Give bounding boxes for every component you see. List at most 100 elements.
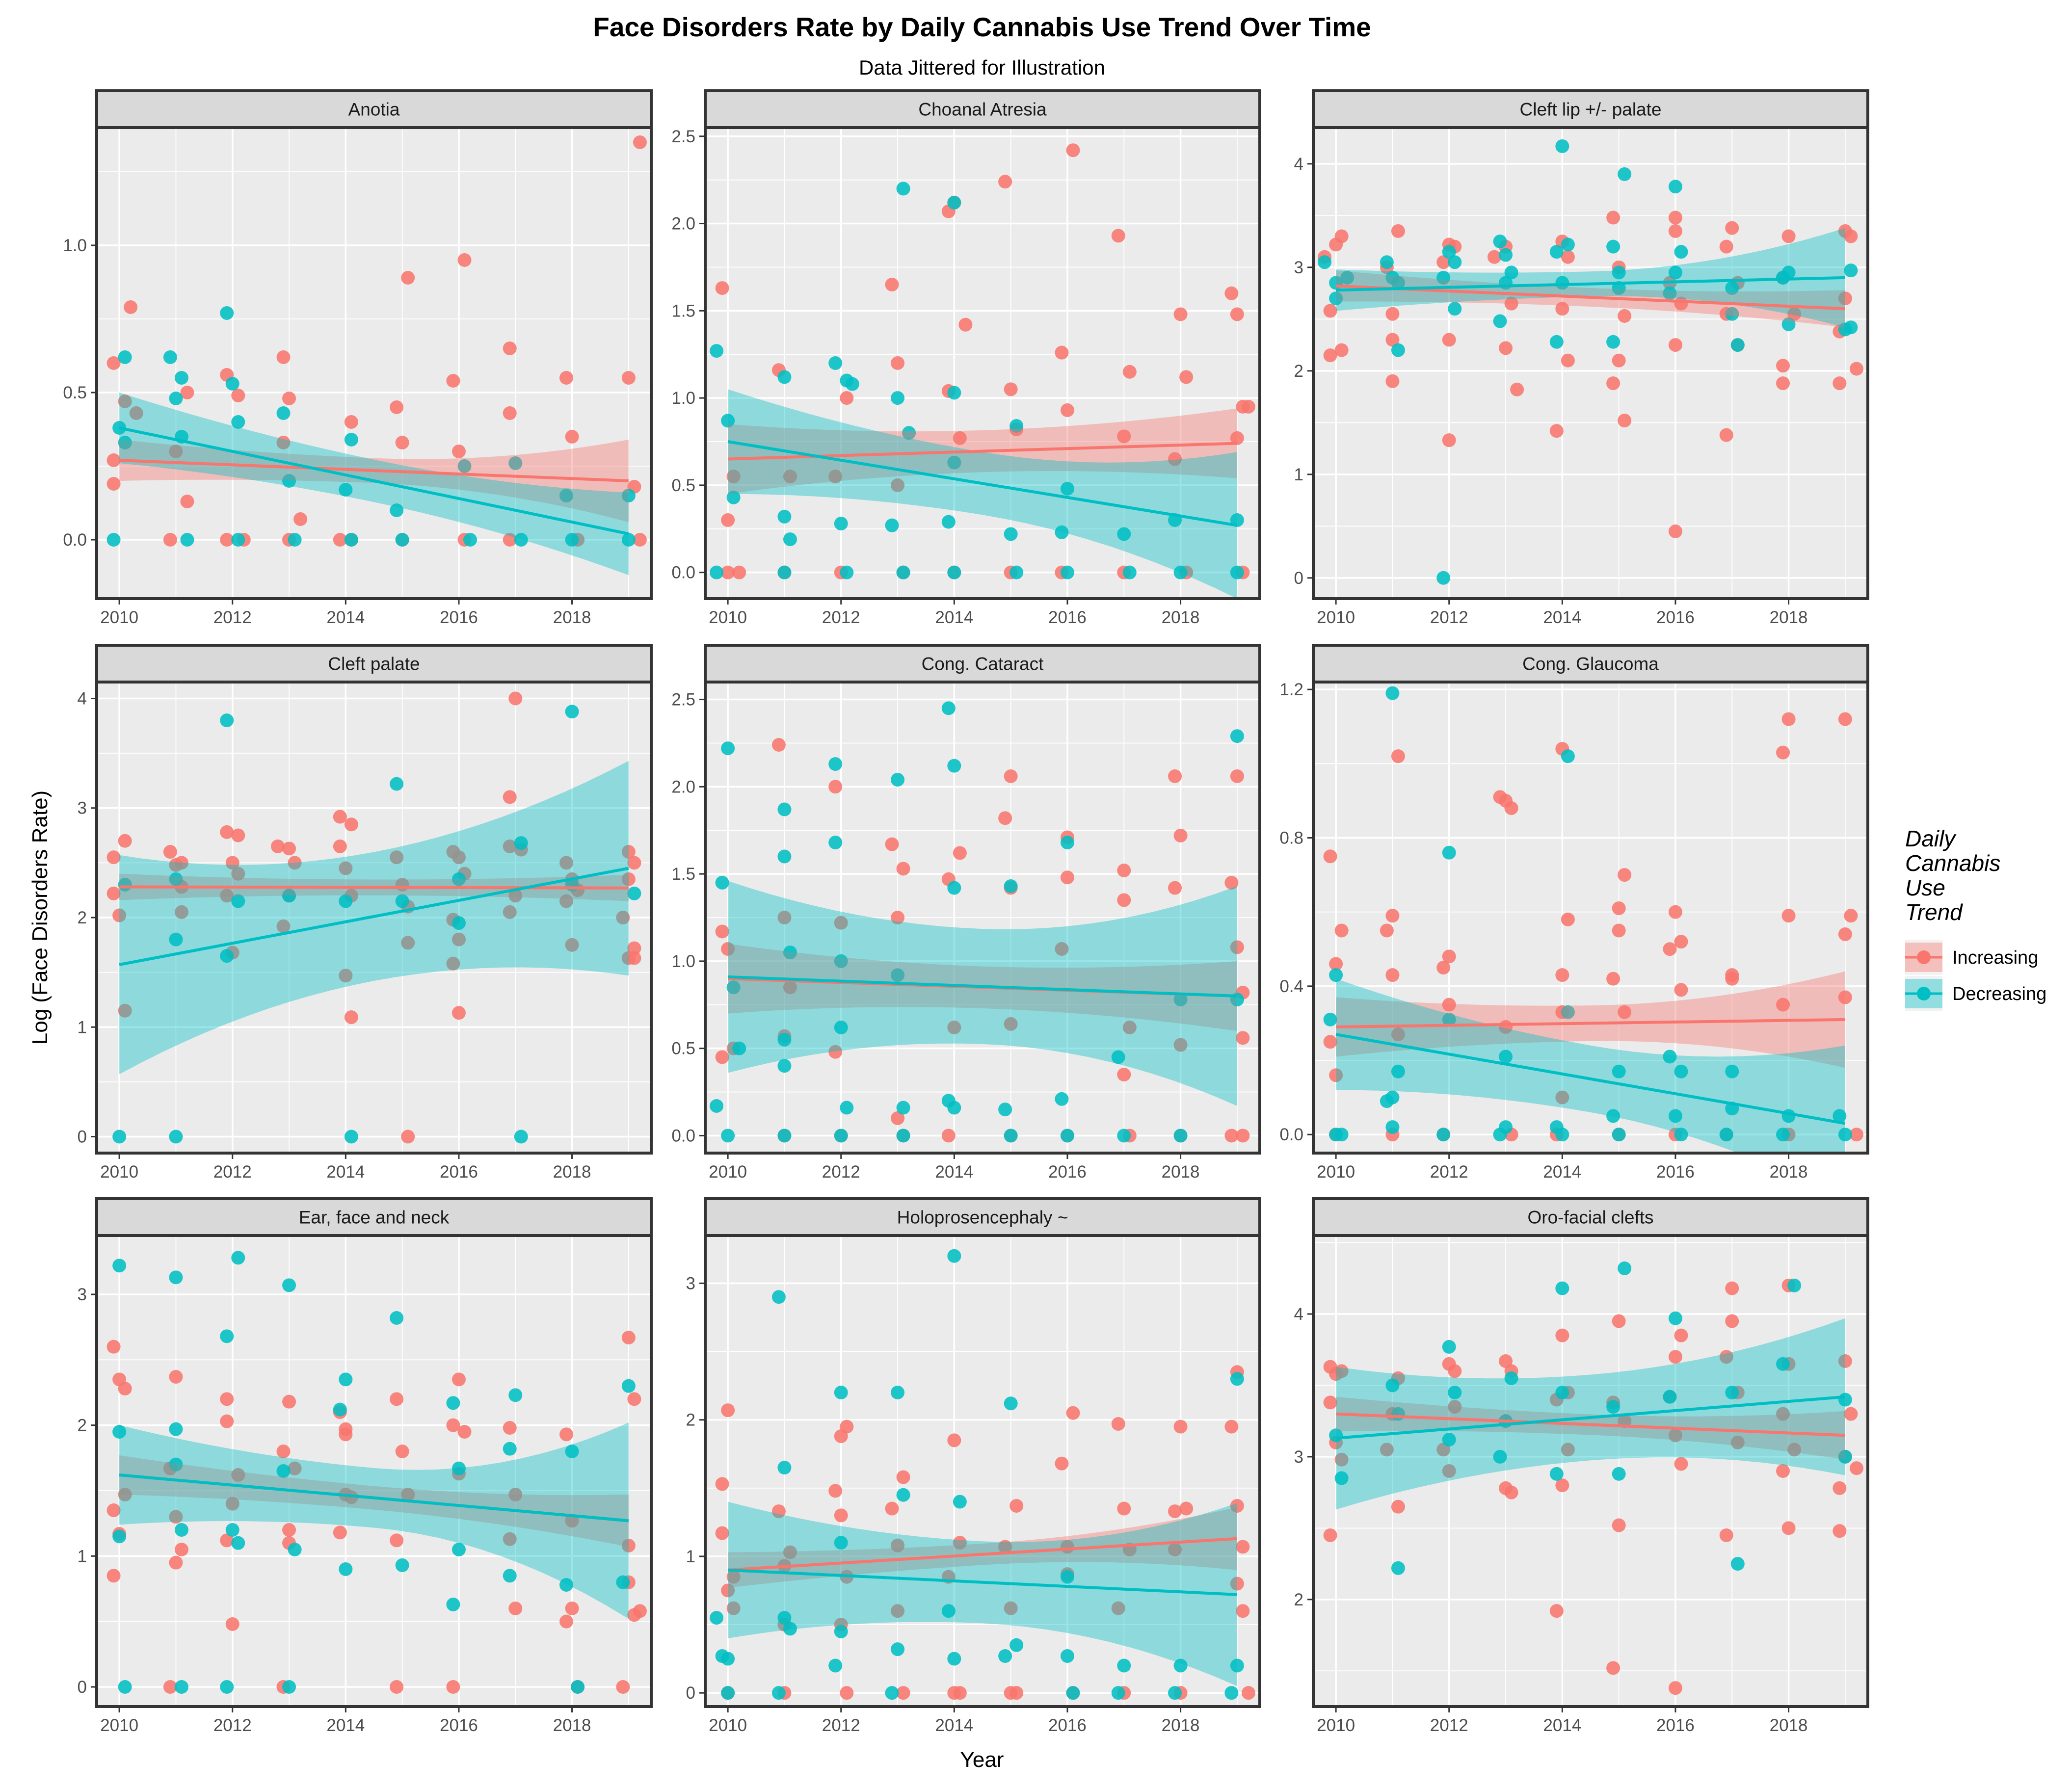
y-tick-label: 0.0: [63, 530, 87, 550]
data-point-increasing: [1224, 875, 1239, 890]
data-point-decreasing: [1442, 845, 1456, 860]
data-point-increasing: [1173, 828, 1188, 842]
data-point-increasing: [891, 1111, 905, 1125]
data-point-increasing: [1719, 239, 1733, 254]
x-tick-label: 2014: [326, 608, 365, 627]
data-point-decreasing: [891, 773, 905, 787]
data-point-increasing: [896, 1686, 910, 1700]
data-point-increasing: [834, 1429, 848, 1444]
data-point-increasing: [621, 1539, 636, 1552]
y-tick-label: 0.5: [671, 476, 695, 495]
x-tick-label: 2014: [326, 1162, 365, 1182]
data-point-decreasing: [1385, 1090, 1400, 1104]
data-point-increasing: [452, 1006, 466, 1020]
data-point-increasing: [1618, 1005, 1632, 1019]
data-point-increasing: [1561, 1443, 1575, 1457]
y-tick-label: 4: [78, 689, 87, 708]
data-point-decreasing: [1448, 302, 1462, 316]
data-point-increasing: [1725, 221, 1739, 235]
data-point-decreasing: [1618, 1261, 1632, 1275]
data-point-decreasing: [1060, 836, 1074, 850]
data-point-increasing: [891, 911, 905, 924]
data-point-decreasing: [1111, 1050, 1125, 1064]
data-point-increasing: [1674, 935, 1688, 949]
data-point-increasing: [225, 1497, 239, 1511]
data-point-increasing: [885, 837, 899, 851]
data-point-decreasing: [1730, 1557, 1745, 1571]
data-point-decreasing: [276, 406, 291, 420]
data-point-decreasing: [463, 533, 478, 547]
data-point-increasing: [771, 1504, 786, 1519]
data-point-increasing: [1117, 1068, 1131, 1081]
data-point-decreasing: [1009, 419, 1024, 433]
data-point-increasing: [282, 1394, 296, 1409]
y-tick-label: 1: [686, 1547, 695, 1566]
y-tick-label: 4: [1294, 155, 1303, 174]
data-point-decreasing: [891, 1642, 905, 1657]
facet-panel: Cleft lip +/- palate 0 1 2 3 4 2010 2012 2014 201…: [1294, 89, 1869, 627]
data-point-increasing: [1391, 1499, 1405, 1514]
data-point-increasing: [1334, 343, 1349, 357]
data-point-decreasing: [118, 436, 132, 449]
data-point-increasing: [1230, 940, 1244, 954]
panel-border: [95, 126, 653, 600]
facet-strip-label: Cong. Cataract: [922, 654, 1044, 674]
data-point-decreasing: [112, 1259, 127, 1273]
data-point-increasing: [896, 1470, 910, 1484]
data-point-increasing: [106, 453, 121, 467]
data-point-decreasing: [710, 565, 724, 579]
data-point-decreasing: [1117, 1658, 1131, 1673]
data-point-decreasing: [1385, 1120, 1400, 1134]
y-tick-label: 2: [78, 1416, 87, 1435]
data-point-decreasing: [947, 759, 961, 773]
confidence-band-increasing: [1336, 1396, 1845, 1460]
data-point-increasing: [1066, 143, 1080, 158]
data-point-increasing: [1499, 1354, 1513, 1368]
data-point-decreasing: [1555, 1128, 1569, 1142]
data-point-decreasing: [777, 1611, 792, 1625]
data-point-decreasing: [1493, 1128, 1507, 1142]
data-point-increasing: [998, 1540, 1012, 1554]
legend-title-line: Daily: [1905, 826, 1957, 851]
data-point-decreasing: [777, 1129, 792, 1143]
data-point-increasing: [1606, 376, 1620, 391]
panel-background: [97, 1236, 651, 1707]
data-point-increasing: [998, 811, 1012, 825]
data-point-increasing: [1781, 1521, 1796, 1535]
data-point-decreasing: [1612, 265, 1626, 280]
data-point-decreasing: [896, 1101, 910, 1115]
data-point-increasing: [565, 1602, 579, 1615]
data-point-decreasing: [721, 1129, 735, 1143]
y-tick-label: 0: [686, 1683, 695, 1703]
data-point-increasing: [1329, 957, 1343, 971]
data-point-decreasing: [721, 741, 735, 756]
data-point-decreasing: [947, 881, 961, 895]
data-point-increasing: [1844, 229, 1858, 243]
data-point-increasing: [1606, 972, 1620, 986]
data-point-decreasing: [1549, 335, 1564, 349]
data-point-increasing: [508, 889, 523, 903]
data-point-decreasing: [1555, 1281, 1569, 1295]
data-point-decreasing: [1173, 565, 1188, 579]
data-point-decreasing: [1606, 1109, 1620, 1123]
data-point-decreasing: [1606, 239, 1620, 254]
data-point-increasing: [1618, 309, 1632, 323]
data-point-decreasing: [231, 1536, 245, 1550]
data-point-decreasing: [1060, 482, 1074, 496]
data-point-increasing: [1236, 1540, 1250, 1554]
data-point-decreasing: [395, 1558, 409, 1572]
data-point-decreasing: [220, 713, 234, 728]
y-tick-label: 0: [78, 1678, 87, 1697]
data-point-decreasing: [1668, 265, 1682, 280]
data-point-decreasing: [1436, 270, 1451, 285]
data-point-decreasing: [231, 1251, 245, 1265]
data-point-decreasing: [998, 1649, 1012, 1663]
data-point-increasing: [163, 533, 177, 547]
x-tick-label: 2016: [1048, 608, 1087, 627]
data-point-decreasing: [571, 1680, 585, 1694]
data-point-decreasing: [1111, 1686, 1125, 1700]
data-point-increasing: [1117, 1501, 1131, 1516]
y-tick-label: 3: [78, 799, 87, 818]
data-point-increasing: [1549, 424, 1564, 438]
data-point-increasing: [163, 845, 177, 859]
